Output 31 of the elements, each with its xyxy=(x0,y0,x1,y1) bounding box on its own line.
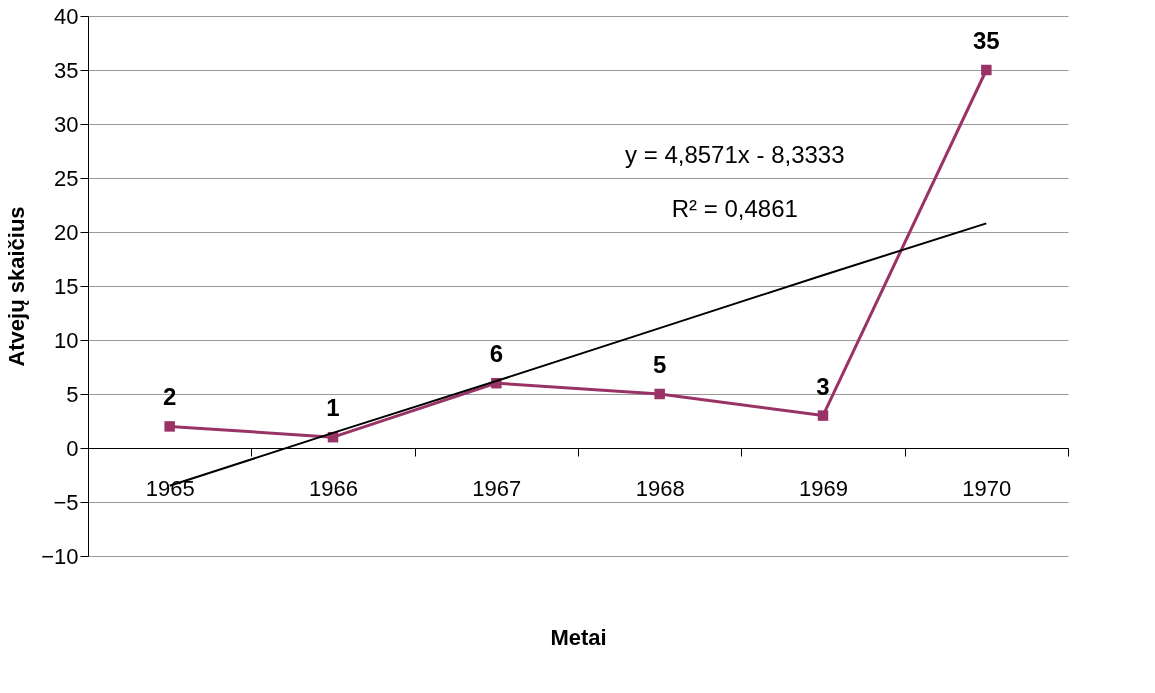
x-tick-label: 1969 xyxy=(799,475,848,501)
y-tick-label: −10 xyxy=(41,543,79,569)
y-tick-label: 40 xyxy=(54,3,79,29)
annotation: R² = 0,4861 xyxy=(671,195,798,223)
y-tick-label: 35 xyxy=(54,57,79,83)
point xyxy=(981,64,992,76)
y-tick-label: 0 xyxy=(66,435,79,461)
x-axis-title: Metai xyxy=(550,624,607,650)
y-tick-label: 10 xyxy=(54,327,79,353)
y-tick-label: 30 xyxy=(54,111,79,137)
x-tick-label: 1968 xyxy=(635,475,685,501)
point xyxy=(164,421,175,432)
x-tick-label: 1966 xyxy=(309,475,358,501)
x-tick-label: 1970 xyxy=(962,475,1012,501)
y-tick-label: 20 xyxy=(54,219,79,245)
data-label: 3 xyxy=(816,372,830,400)
y-tick-label: −5 xyxy=(53,489,79,515)
y-tick-label: 25 xyxy=(54,165,79,191)
data-label: 35 xyxy=(972,27,1000,54)
annotation: y = 4,8571x - 8,3333 xyxy=(625,141,845,169)
y-axis-title: Atvejų skaičius xyxy=(4,206,30,367)
data-label: 6 xyxy=(489,340,504,368)
y-tick-label: 15 xyxy=(54,273,79,299)
y-tick-label: 5 xyxy=(66,381,79,407)
x-tick-label: 1967 xyxy=(472,475,522,501)
data-label: 1 xyxy=(326,394,340,422)
point xyxy=(654,388,665,400)
data-label: 5 xyxy=(652,351,667,378)
data-label: 2 xyxy=(162,383,177,411)
x-tick-label: 1965 xyxy=(145,475,195,501)
point xyxy=(817,410,829,421)
